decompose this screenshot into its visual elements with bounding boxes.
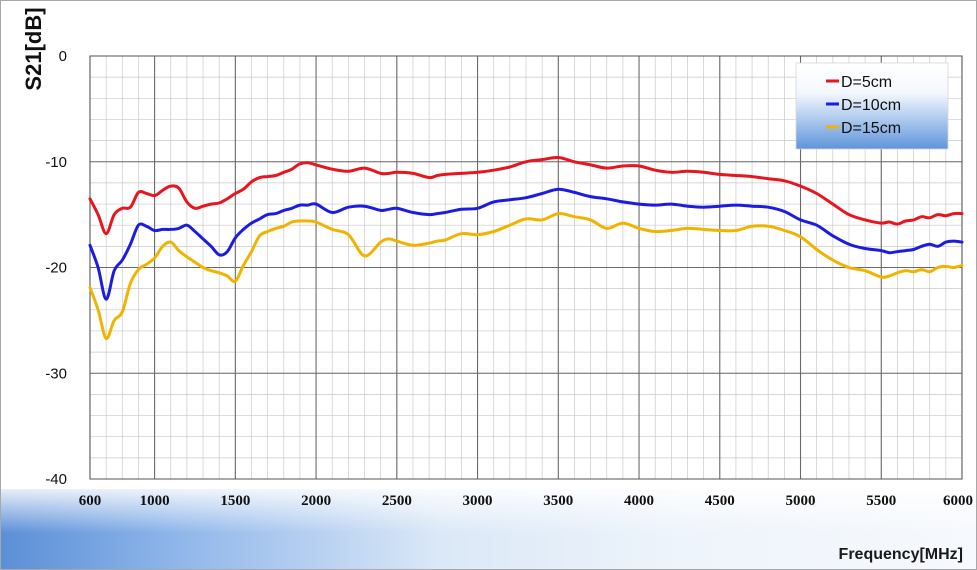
x-tick-label: 3000 [463,493,493,509]
y-tick-labels: 0 -10 -20 -30 -40 [45,48,67,488]
series-line-3 [88,212,964,340]
x-tick-label: 4500 [705,493,735,509]
y-tick-label: -20 [45,260,67,277]
x-tick-label: 2500 [382,493,412,509]
legend-label-3: D=15cm [841,120,901,137]
y-tick-label: -30 [45,365,67,382]
x-tick-label: 4000 [624,493,654,509]
x-tick-label: 1500 [220,493,250,509]
x-tick-labels: 600 1000 1500 2000 2500 3000 3500 4000 4500 5000 5… [79,493,973,509]
legend-label-1: D=5cm [841,74,892,91]
x-tick-label: 2000 [301,493,331,509]
x-tick-label: 5500 [866,493,896,509]
y-tick-label: -10 [45,154,67,171]
y-tick-label: -40 [45,471,67,488]
x-tick-label: 1000 [140,493,170,509]
series-line-1 [88,155,964,236]
series-line-2 [88,187,964,301]
x-axis-label: Frequency[MHz] [839,546,963,563]
x-tick-label: 5000 [786,493,816,509]
legend-label-2: D=10cm [841,97,901,114]
legend-box [795,62,949,150]
footer-gradient-fade [1,489,976,569]
plot-border [89,55,963,480]
x-tick-label: 3500 [543,493,573,509]
series-layer [88,155,964,340]
y-tick-label: 0 [59,48,67,65]
y-axis-label: S21[dB] [21,7,46,90]
legend: D=5cm D=10cm D=15cm [795,62,949,150]
x-tick-label: 600 [79,493,102,509]
x-tick-label: 6000 [943,493,973,509]
